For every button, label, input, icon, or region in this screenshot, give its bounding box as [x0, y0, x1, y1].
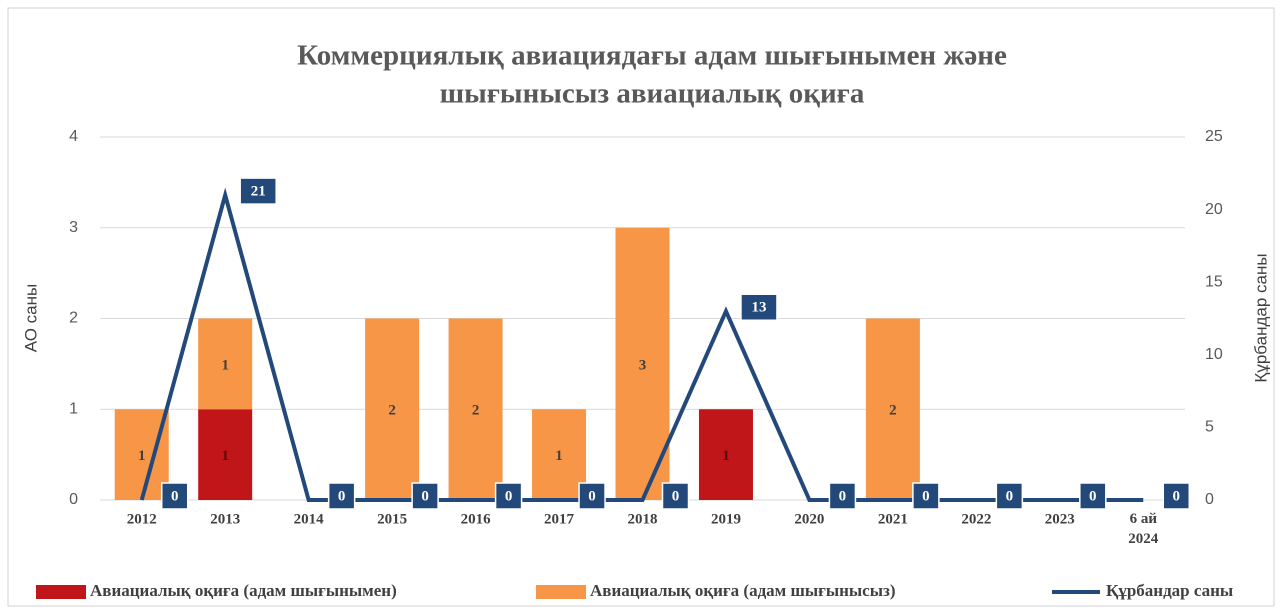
line-label-box [578, 482, 606, 510]
line-label-box [160, 482, 189, 510]
x-tick-label: 2020 [794, 511, 824, 527]
chart-title: шығынысыз авиациалық оқиға [440, 78, 865, 110]
line-label: 0 [672, 488, 680, 504]
x-tick-label: 2013 [210, 511, 240, 527]
line-label: 0 [588, 488, 596, 504]
y2-tick-label: 0 [1205, 491, 1214, 508]
bar-label: 1 [221, 448, 229, 464]
line-label: 0 [1089, 488, 1097, 504]
x-tick-label: 2017 [544, 511, 575, 527]
x-tick-label: 2022 [961, 511, 991, 527]
bar-label: 1 [722, 448, 730, 464]
line-label: 0 [839, 488, 847, 504]
bar-label: 1 [555, 448, 563, 464]
line-label-box [494, 482, 523, 510]
line-label-box [740, 293, 778, 321]
line-label-box [995, 482, 1024, 510]
line-label: 0 [1006, 488, 1014, 504]
line-label: 0 [421, 488, 429, 504]
y-axis-title: АО саны [21, 284, 40, 352]
y2-tick-label: 10 [1205, 346, 1223, 363]
line-label-box [1162, 482, 1191, 510]
legend-swatch [536, 585, 586, 599]
bar-label: 3 [639, 357, 647, 373]
bar-label: 2 [388, 403, 396, 419]
y2-tick-label: 20 [1205, 201, 1223, 218]
line-label-box [239, 177, 277, 205]
bar [698, 409, 753, 500]
bar [198, 318, 253, 410]
legend-label: Авиациалық оқиға (адам шығынымен) [90, 581, 397, 600]
bar [114, 409, 169, 500]
y2-tick-label: 5 [1205, 419, 1214, 436]
line-label-box [1079, 482, 1107, 510]
bar-label: 1 [221, 357, 229, 373]
y-tick-label: 0 [69, 491, 78, 508]
line-label-box [661, 482, 690, 510]
y2-tick-label: 25 [1205, 128, 1223, 145]
y-tick-label: 2 [69, 310, 78, 327]
line-label-box [411, 482, 439, 510]
line-label: 0 [505, 488, 513, 504]
y-tick-label: 1 [69, 400, 78, 417]
line-label-box [828, 482, 857, 510]
bar [365, 318, 420, 500]
x-tick-label: 2018 [628, 511, 658, 527]
line-label: 0 [1173, 488, 1181, 504]
x-tick-label: 2015 [377, 511, 407, 527]
bar [448, 318, 503, 500]
y2-axis-title: Құрбандар саны [1251, 253, 1270, 382]
line-label: 0 [171, 488, 179, 504]
x-tick-label: 2023 [1045, 511, 1075, 527]
line-label: 21 [251, 184, 266, 200]
bar-label: 2 [889, 403, 897, 419]
chart-title: Коммерциялық авиациядағы адам шығынымен … [297, 40, 1007, 72]
legend-swatch [36, 585, 86, 599]
bar [532, 409, 587, 500]
x-tick-label: 6 ай 2024 [1128, 511, 1159, 547]
line-label: 0 [922, 488, 930, 504]
line [139, 187, 1144, 502]
line-label: 13 [751, 300, 766, 316]
x-tick-label: 2016 [461, 511, 492, 527]
legend-label: Авиациалық оқиға (адам шығынысыз) [590, 581, 896, 600]
y-tick-label: 3 [69, 219, 78, 236]
legend-label: Құрбандар саны [1106, 581, 1233, 600]
line-label-box [912, 482, 940, 510]
bar-label: 1 [138, 448, 146, 464]
x-tick-label: 2021 [878, 511, 908, 527]
bar [198, 409, 253, 500]
x-tick-label: 2012 [127, 511, 157, 527]
x-tick-label: 2014 [294, 511, 325, 527]
y-tick-label: 4 [69, 128, 78, 145]
bar-label: 2 [472, 403, 480, 419]
line-label-box [327, 482, 356, 510]
bar [865, 318, 920, 500]
line-label: 0 [338, 488, 346, 504]
x-tick-label: 2019 [711, 511, 741, 527]
y2-tick-label: 15 [1205, 273, 1223, 290]
